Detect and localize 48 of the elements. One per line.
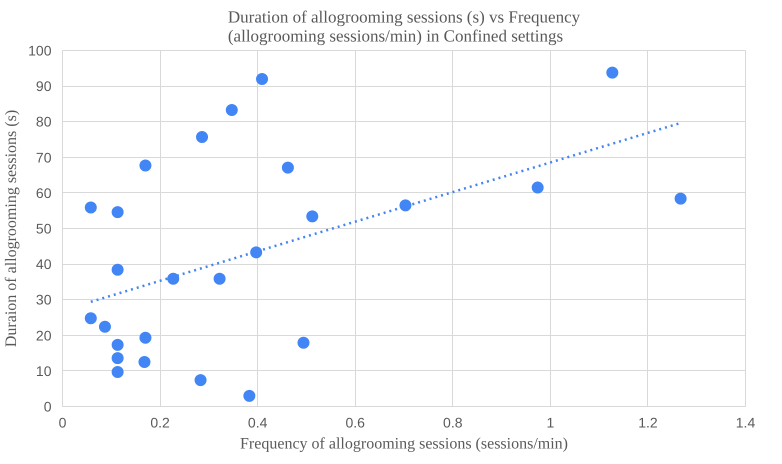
- point: [138, 356, 150, 368]
- point: [399, 199, 412, 212]
- point: [226, 104, 238, 116]
- point: [196, 131, 208, 143]
- y-tick-label: 50: [36, 220, 52, 236]
- point: [243, 390, 256, 402]
- y-tick-label: 10: [36, 362, 52, 379]
- y-tick-label: 90: [36, 78, 52, 94]
- point: [112, 206, 124, 218]
- x-axis-title: Frequency of allogrooming sessions (sessions/min): [240, 436, 568, 452]
- y-tick-label: 40: [36, 256, 52, 272]
- point: [139, 160, 152, 172]
- x-tick-label: 1.2: [638, 414, 658, 430]
- point: [84, 312, 97, 324]
- point: [112, 264, 124, 276]
- x-tick-label: 0.6: [345, 414, 366, 430]
- point: [256, 72, 268, 85]
- chart-title: Duration of allogrooming sessions (s) vs Frequency (allogrooming sessions/min) in Confined settings: [228, 8, 581, 46]
- point: [167, 272, 180, 285]
- point: [194, 374, 207, 386]
- y-tick-label: 60: [36, 184, 52, 201]
- point: [306, 210, 318, 222]
- point: [298, 336, 310, 349]
- y-tick-label: 80: [36, 114, 52, 130]
- x-tick-label: 0.4: [248, 414, 268, 430]
- point: [112, 352, 124, 364]
- point: [282, 162, 294, 174]
- point: [674, 192, 687, 205]
- x-tick-label: 0.2: [150, 414, 170, 430]
- point: [214, 272, 226, 285]
- point: [112, 366, 124, 378]
- x-tick-label: 0: [58, 414, 67, 430]
- point: [250, 246, 262, 258]
- y-tick-label: 20: [36, 327, 52, 344]
- y-tick-label: 70: [36, 149, 52, 166]
- point: [84, 202, 97, 214]
- point: [532, 182, 544, 194]
- point: [98, 320, 111, 333]
- y-axis-title: Duraion of allogrooming sessions (s): [3, 110, 20, 348]
- x-tick-label: 1.4: [736, 414, 756, 430]
- point: [139, 332, 152, 344]
- y-tick-label: 0: [44, 398, 52, 414]
- point: [112, 338, 124, 351]
- point: [606, 66, 618, 79]
- y-tick-label: 30: [36, 292, 52, 308]
- x-tick-label: 1: [546, 414, 554, 430]
- x-tick-label: 0.8: [443, 414, 463, 430]
- y-tick-label: 100: [28, 42, 52, 58]
